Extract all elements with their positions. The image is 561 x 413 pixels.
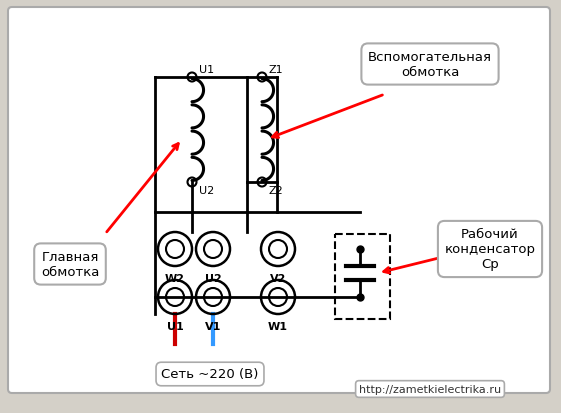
Text: W2: W2 <box>165 273 185 283</box>
FancyBboxPatch shape <box>8 8 550 393</box>
Text: Рабочий
конденсатор
Ср: Рабочий конденсатор Ср <box>444 228 536 271</box>
Text: Сеть ~220 (В): Сеть ~220 (В) <box>162 368 259 380</box>
Text: V1: V1 <box>205 321 221 331</box>
Text: Вспомогательная
обмотка: Вспомогательная обмотка <box>368 51 492 79</box>
Text: U1: U1 <box>167 321 183 331</box>
Text: Главная
обмотка: Главная обмотка <box>41 250 99 278</box>
Text: U1: U1 <box>199 65 214 75</box>
Text: W1: W1 <box>268 321 288 331</box>
Bar <box>335 235 390 319</box>
Text: U2: U2 <box>205 273 222 283</box>
Text: Z2: Z2 <box>269 185 284 195</box>
Text: U2: U2 <box>199 185 214 195</box>
Text: Z1: Z1 <box>269 65 284 75</box>
Text: http://zametkielectrika.ru: http://zametkielectrika.ru <box>359 384 501 394</box>
Text: V2: V2 <box>270 273 286 283</box>
